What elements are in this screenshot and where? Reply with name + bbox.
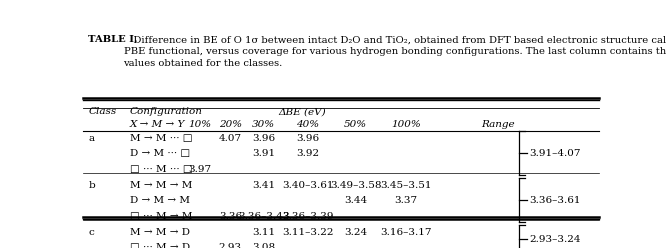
Text: Difference in BE of O 1σ between intact D₂O and TiO₂, obtained from DFT based el: Difference in BE of O 1σ between intact … [123,35,666,68]
Text: 2.93–3.24: 2.93–3.24 [529,235,581,244]
Text: 4.07: 4.07 [219,134,242,143]
Text: 3.45–3.51: 3.45–3.51 [380,181,432,190]
Text: M → M ··· □: M → M ··· □ [130,134,192,143]
Text: D → M → M: D → M → M [130,196,190,205]
Text: Range: Range [481,121,514,129]
Text: □ ··· M → D: □ ··· M → D [130,243,190,248]
Text: □ ··· M ··· □: □ ··· M ··· □ [130,165,192,174]
Text: TABLE I.: TABLE I. [89,35,138,44]
Text: M → M → M: M → M → M [130,181,192,190]
Text: 3.36–3.61: 3.36–3.61 [529,196,581,205]
Text: 3.36: 3.36 [219,212,242,221]
Text: X → M → Y: X → M → Y [130,121,185,129]
Text: 3.92: 3.92 [296,149,319,158]
Text: 3.91: 3.91 [252,149,276,158]
Text: Class: Class [89,107,117,116]
Text: 3.16–3.17: 3.16–3.17 [380,228,432,237]
Text: 3.41: 3.41 [252,181,276,190]
Text: 3.11–3.22: 3.11–3.22 [282,228,334,237]
Text: 3.08: 3.08 [252,243,276,248]
Text: 3.40–3.61: 3.40–3.61 [282,181,334,190]
Text: 10%: 10% [188,121,211,129]
Text: 3.11: 3.11 [252,228,276,237]
Text: ΔBE (eV): ΔBE (eV) [279,107,326,116]
Text: 3.37: 3.37 [394,196,418,205]
Text: 3.97: 3.97 [188,165,211,174]
Text: 3.24: 3.24 [344,228,368,237]
Text: M → M → D: M → M → D [130,228,190,237]
Text: Configuration: Configuration [130,107,202,116]
Text: 3.96: 3.96 [296,134,319,143]
Text: 50%: 50% [344,121,368,129]
Text: 20%: 20% [219,121,242,129]
Text: 3.49–3.58: 3.49–3.58 [330,181,382,190]
Text: c: c [89,228,94,237]
Text: b: b [89,181,95,190]
Text: 2.93: 2.93 [219,243,242,248]
Text: 3.96: 3.96 [252,134,276,143]
Text: 40%: 40% [296,121,319,129]
Text: □ ··· M → M: □ ··· M → M [130,212,192,221]
Text: 100%: 100% [391,121,421,129]
Text: 3.36–3.43: 3.36–3.43 [238,212,290,221]
Text: D → M ··· □: D → M ··· □ [130,149,190,158]
Text: a: a [89,134,95,143]
Text: 3.44: 3.44 [344,196,368,205]
Text: 3.36–3.39: 3.36–3.39 [282,212,334,221]
Text: 3.91–4.07: 3.91–4.07 [529,149,581,158]
Text: 30%: 30% [252,121,276,129]
